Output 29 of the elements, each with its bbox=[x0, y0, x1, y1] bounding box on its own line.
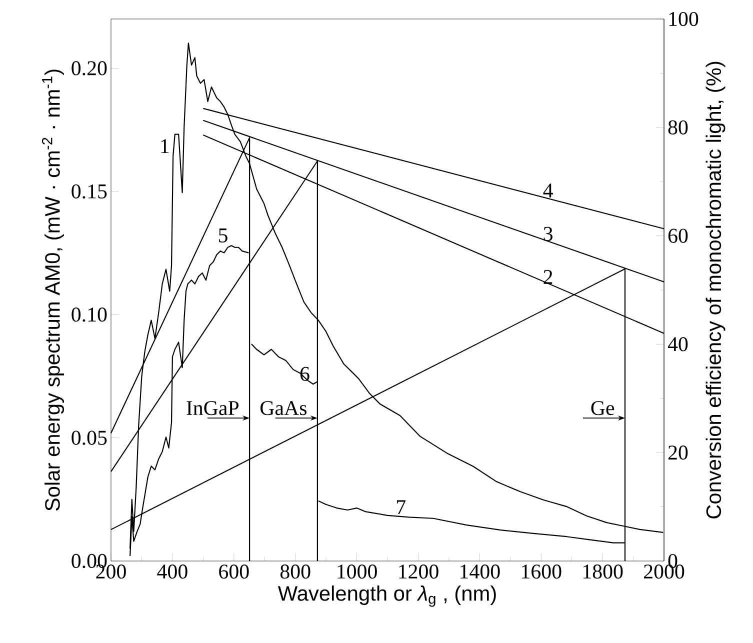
y-tick-label: 0.20 bbox=[72, 61, 107, 76]
annotation: 6 bbox=[300, 366, 310, 381]
annotation: 4 bbox=[543, 184, 553, 198]
y2-tick-label: 60 bbox=[668, 228, 688, 243]
annotation: 1 bbox=[161, 139, 169, 154]
x-tick-label: 1600 bbox=[522, 564, 562, 579]
annotation: 5 bbox=[218, 228, 228, 242]
x-axis-title: Wavelength or λ$_{g}$ , (nm) bbox=[278, 585, 496, 607]
x-tick-label: 1200 bbox=[399, 564, 438, 579]
y2-tick-label: 80 bbox=[668, 120, 688, 134]
annotation: Ge bbox=[591, 401, 614, 416]
annotation: 3 bbox=[544, 226, 552, 241]
x-tick-label: 800 bbox=[280, 564, 310, 579]
annotation: InGaP bbox=[186, 401, 239, 416]
y2-tick-label: 20 bbox=[668, 446, 688, 460]
y-tick-label: 0.15 bbox=[72, 184, 107, 199]
x-tick-label: 1000 bbox=[338, 564, 377, 579]
y2-tick-label: 100 bbox=[669, 12, 698, 26]
x-tick-label: 600 bbox=[219, 564, 249, 579]
y-tick-label: 0.10 bbox=[72, 308, 107, 322]
annotation: 7 bbox=[397, 500, 406, 514]
x-tick-label: 1400 bbox=[460, 564, 500, 579]
y2-tick-label: 40 bbox=[668, 337, 688, 352]
y-tick-label: 0.05 bbox=[72, 430, 107, 445]
y2-axis-title: Conversion efficiency of monochromatic light, (%) bbox=[706, 62, 726, 518]
y-axis-title: Solar energy spectrum AM0, (mW · cm$^{-2}$ · nm$^{-1}$) bbox=[42, 70, 64, 511]
x-tick-label: 400 bbox=[157, 564, 188, 579]
x-tick-label: 1800 bbox=[583, 564, 623, 579]
annotation: GaAs bbox=[260, 401, 306, 416]
